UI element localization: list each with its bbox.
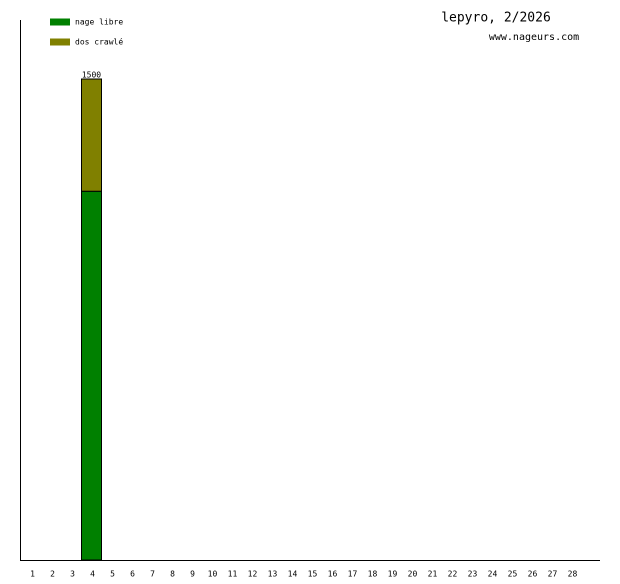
x-tick-label: 18	[368, 570, 378, 579]
x-tick-label: 21	[428, 570, 438, 579]
x-tick-label: 13	[268, 570, 278, 579]
x-tick-label: 28	[568, 570, 578, 579]
x-tick-label: 12	[248, 570, 258, 579]
x-tick-label: 26	[528, 570, 538, 579]
x-tick-label: 15	[308, 570, 318, 579]
x-tick-label: 19	[388, 570, 398, 579]
x-tick-label: 6	[130, 570, 135, 579]
x-tick-label: 23	[468, 570, 478, 579]
x-tick-label: 24	[488, 570, 498, 579]
x-tick-label: 27	[548, 570, 558, 579]
x-tick-label: 14	[288, 570, 298, 579]
x-tick-label: 8	[170, 570, 175, 579]
x-tick-label: 11	[228, 570, 238, 579]
x-tick-label: 5	[110, 570, 115, 579]
legend-swatch	[50, 38, 70, 46]
x-tick-label: 20	[408, 570, 418, 579]
x-tick-label: 1	[30, 570, 35, 579]
x-tick-label: 2	[50, 570, 55, 579]
chart-subtitle: www.nageurs.com	[489, 32, 579, 43]
total-label: 1500	[82, 71, 101, 80]
bar-segment	[81, 78, 102, 192]
legend-swatch	[50, 18, 70, 26]
x-tick-label: 10	[208, 570, 218, 579]
x-tick-label: 3	[70, 570, 75, 579]
x-tick-label: 9	[190, 570, 195, 579]
x-tick-label: 22	[448, 570, 458, 579]
x-tick-label: 17	[348, 570, 358, 579]
bar-segment	[81, 190, 102, 561]
x-tick-label: 25	[508, 570, 518, 579]
x-tick-label: 7	[150, 570, 155, 579]
legend-label: dos crawlé	[75, 37, 123, 47]
chart-title: lepyro, 2/2026	[441, 11, 551, 26]
x-tick-label: 4	[90, 570, 95, 579]
legend-label: nage libre	[75, 18, 123, 27]
x-tick-label: 16	[328, 570, 338, 579]
